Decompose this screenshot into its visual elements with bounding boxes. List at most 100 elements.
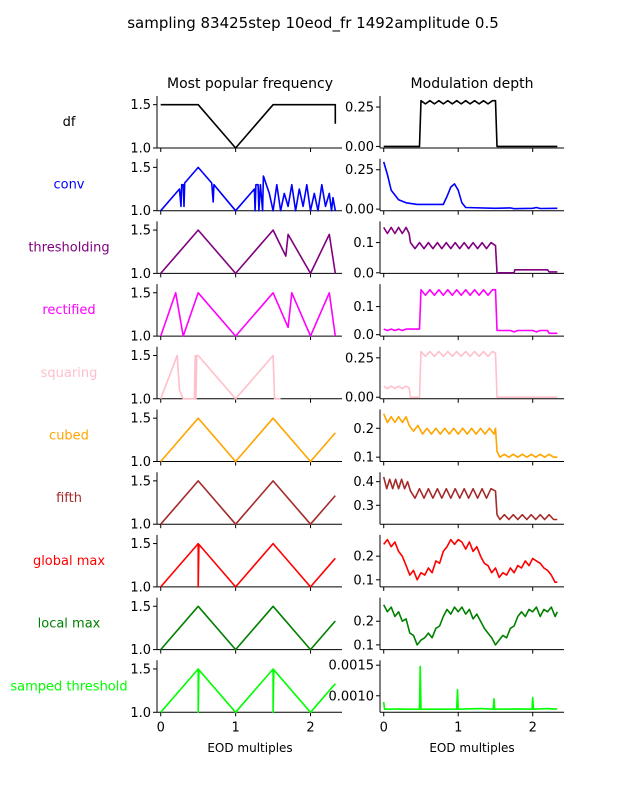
- series-line-depth-cubed: [382, 413, 558, 458]
- series-line-depth-fifth: [382, 476, 558, 521]
- x-tick-label: 1: [454, 720, 462, 735]
- panel-depth-conv: 0.00 0.25: [345, 158, 564, 218]
- y-tick-label: 1.0: [130, 142, 151, 157]
- y-tick-label: 0.0: [353, 266, 374, 281]
- row-label-conv: conv: [53, 178, 84, 193]
- y-tick-label: 1.5: [130, 98, 151, 113]
- x-tick-label: 2: [529, 720, 537, 735]
- figure-title: sampling 83425step 10eod_fr 1492amplitud…: [127, 14, 499, 33]
- plot-grid: df1.01.50.000.25conv1.01.50.000.25thresh…: [10, 96, 564, 735]
- col-title-frequency: Most popular frequency: [167, 76, 333, 92]
- panel-frequency-squaring: 1.0 1.5: [130, 346, 342, 407]
- series-line-depth-conv: [382, 161, 558, 210]
- row-label-cubed: cubed: [49, 429, 89, 444]
- y-tick-label: 0.25: [345, 101, 374, 116]
- series-line-depth-rectified: [383, 288, 558, 335]
- x-tick-label: 0: [380, 720, 388, 735]
- y-tick-label: 1.5: [130, 161, 151, 176]
- panel-frequency-df: 1.0 1.5: [130, 96, 342, 157]
- panel-frequency-fifth: 1.0 1.5: [130, 472, 342, 533]
- series-line-frequency-squaring: [159, 354, 281, 400]
- series-line-depth-thresholding: [383, 226, 558, 274]
- y-tick-label: 1.5: [130, 286, 151, 301]
- panel-frequency-local-max: 1.0 1.5: [130, 597, 342, 658]
- y-tick-label: 0.1: [353, 638, 374, 653]
- y-tick-label: 0.0: [353, 328, 374, 343]
- y-tick-label: 0.0010: [329, 689, 375, 704]
- series-line-frequency-samped-threshold: [160, 668, 336, 714]
- y-tick-label: 1.5: [130, 474, 151, 489]
- y-tick-label: 0.2: [353, 550, 374, 565]
- y-tick-label: 0.00: [345, 391, 374, 406]
- row-label-rectified: rectified: [42, 303, 95, 318]
- y-tick-label: 1.5: [130, 537, 151, 552]
- panel-frequency-thresholding: 1.0 1.5: [130, 221, 342, 282]
- panel-depth-global-max: 0.1 0.2: [353, 534, 564, 591]
- y-tick-label: 1.5: [130, 224, 151, 239]
- panel-depth-rectified: 0.0 0.1: [353, 284, 564, 343]
- panel-depth-samped-threshold: 0.0010 0.0015 0 1 2: [329, 659, 564, 735]
- panel-frequency-samped-threshold: 1.0 1.5 0 1 2: [130, 660, 342, 735]
- panel-frequency-global-max: 1.0 1.5: [130, 534, 342, 595]
- series-line-frequency-cubed: [160, 417, 336, 463]
- panel-depth-cubed: 0.1 0.2: [353, 409, 564, 466]
- y-tick-label: 1.5: [130, 412, 151, 427]
- series-line-frequency-df: [160, 103, 337, 149]
- panel-depth-fifth: 0.3 0.4: [353, 472, 564, 529]
- x-tick-label: 0: [157, 720, 165, 735]
- y-tick-label: 1.0: [130, 643, 151, 658]
- row-label-global-max: global max: [33, 554, 105, 569]
- series-line-depth-df: [383, 99, 558, 148]
- series-line-frequency-rectified: [159, 292, 337, 337]
- x-tick-label: 2: [306, 720, 314, 735]
- row-label-fifth: fifth: [56, 491, 82, 506]
- y-tick-label: 0.4: [353, 475, 374, 490]
- y-tick-label: 0.3: [353, 499, 374, 514]
- series-line-depth-samped-threshold: [382, 665, 558, 710]
- panel-depth-squaring: 0.00 0.25: [345, 346, 564, 406]
- y-tick-label: 0.1: [353, 300, 374, 315]
- y-tick-label: 1.0: [130, 330, 151, 345]
- series-line-depth-global-max: [383, 538, 558, 583]
- y-tick-label: 0.1: [353, 451, 374, 466]
- series-line-frequency-fifth: [160, 480, 336, 525]
- panel-frequency-rectified: 1.0 1.5: [130, 284, 342, 345]
- y-tick-label: 0.2: [353, 615, 374, 630]
- xlabel-frequency: EOD multiples: [207, 741, 292, 755]
- row-label-samped-threshold: samped threshold: [10, 679, 127, 694]
- y-tick-label: 0.00: [345, 140, 374, 155]
- series-line-frequency-local-max: [160, 605, 336, 651]
- y-tick-label: 0.1: [353, 236, 374, 251]
- xlabel-depth: EOD multiples: [429, 741, 514, 755]
- panel-depth-thresholding: 0.0 0.1: [353, 221, 564, 281]
- y-tick-label: 1.5: [130, 349, 151, 364]
- y-tick-label: 0.00: [345, 203, 374, 218]
- series-line-depth-squaring: [383, 350, 558, 398]
- row-label-df: df: [63, 115, 76, 130]
- row-label-thresholding: thresholding: [28, 240, 109, 255]
- y-tick-label: 1.0: [130, 267, 151, 282]
- y-tick-label: 0.0015: [329, 659, 375, 674]
- series-line-depth-local-max: [382, 604, 559, 646]
- y-tick-label: 0.1: [353, 573, 374, 588]
- x-tick-label: 1: [232, 720, 240, 735]
- panel-frequency-cubed: 1.0 1.5: [130, 409, 342, 470]
- y-tick-label: 1.0: [130, 392, 151, 407]
- col-title-depth: Modulation depth: [411, 76, 534, 92]
- y-tick-label: 0.25: [345, 351, 374, 366]
- y-tick-label: 1.5: [130, 662, 151, 677]
- y-tick-label: 1.0: [130, 580, 151, 595]
- row-label-squaring: squaring: [41, 366, 98, 381]
- y-tick-label: 1.0: [130, 455, 151, 470]
- y-tick-label: 0.25: [345, 163, 374, 178]
- y-tick-label: 1.5: [130, 600, 151, 615]
- y-tick-label: 1.0: [130, 204, 151, 219]
- y-tick-label: 0.2: [353, 422, 374, 437]
- panel-frequency-conv: 1.0 1.5: [130, 158, 342, 219]
- y-tick-label: 1.0: [130, 518, 151, 533]
- series-line-frequency-conv: [160, 166, 337, 212]
- series-line-frequency-global-max: [160, 542, 336, 588]
- panel-depth-df: 0.00 0.25: [345, 96, 564, 155]
- row-label-local-max: local max: [38, 617, 101, 632]
